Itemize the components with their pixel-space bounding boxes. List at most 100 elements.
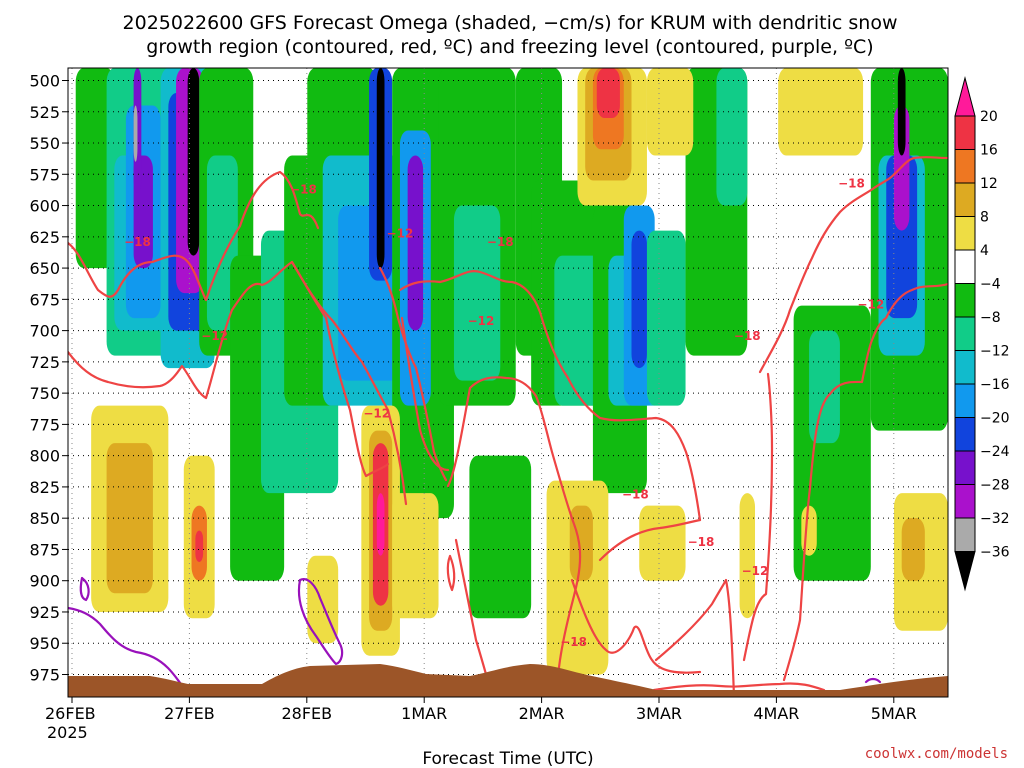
contour-label-3: −12 [363, 406, 390, 420]
contour-label-1: −12 [201, 329, 228, 343]
omega-cell-33 [631, 230, 647, 369]
omega-cell-0 [75, 68, 115, 269]
colorbar-label-4: 4 [980, 243, 989, 259]
dgz-contour-neg12-b [324, 316, 390, 478]
omega-cell-63 [639, 505, 686, 581]
contour-label-0: −18 [124, 235, 151, 249]
y-tick-label-900: 900 [29, 572, 60, 591]
y-tick-label-500: 500 [29, 72, 60, 91]
colorbar-segment-14 [954, 551, 976, 592]
x-axis-label: Forecast Time (UTC) [422, 749, 593, 768]
colorbar-segment-10 [954, 417, 976, 452]
omega-cell-23 [407, 155, 424, 331]
plot-frame [67, 67, 949, 698]
freezing-level-contour-a [68, 606, 188, 692]
y-tick-label-750: 750 [29, 384, 60, 403]
colorbar-label-7: −12 [980, 344, 1010, 360]
omega-cell-62 [569, 505, 593, 581]
omega-shading [75, 68, 948, 675]
contour-label-4: −12 [387, 226, 414, 240]
omega-cell-25 [453, 205, 501, 381]
colorbar-segment-9 [954, 383, 976, 418]
omega-cell-64 [739, 493, 756, 619]
x-tick-label-3MAR: 3MAR [636, 704, 682, 723]
dgz-contour-neg12-g [742, 372, 774, 662]
x-tick-label-26FEB: 26FEB [45, 704, 96, 723]
colorbar-label-8: −16 [980, 377, 1010, 393]
dgz-contour-neg18-g [782, 282, 948, 682]
x-tick-label-4MAR: 4MAR [753, 704, 799, 723]
dgz-contour-neg18-d [570, 578, 702, 674]
y-tick-label-600: 600 [29, 197, 60, 216]
colorbar-label-12: −32 [980, 511, 1010, 527]
colorbar-segment-7 [954, 316, 976, 351]
contour-label-11: −12 [742, 564, 769, 578]
contour-label-9: −18 [688, 535, 715, 549]
y-tick-label-525: 525 [29, 103, 60, 122]
x-tick-label-2MAR: 2MAR [519, 704, 565, 723]
dgz-contour-neg18-j [446, 554, 456, 592]
y-tick-label-875: 875 [29, 540, 60, 559]
omega-cell-60 [392, 493, 439, 619]
colorbar-label-2: 12 [980, 176, 998, 192]
y-tick-label-675: 675 [29, 290, 60, 309]
dgz-contour-neg18-h [758, 156, 948, 374]
colorbar-segment-8 [954, 350, 976, 385]
chart-title-line1: 2025022600 GFS Forecast Omega (shaded, −… [123, 12, 898, 34]
contour-label-5: −12 [468, 314, 495, 328]
dgz-contour-neg12-a [68, 260, 328, 400]
colorbar: 20 16 12 8 4 −4 −8 −12 −16 −20 −24 −28 −32 −36 [954, 76, 1010, 592]
temperature-contours [68, 156, 948, 697]
colorbar-segment-12 [954, 484, 976, 519]
y-tick-label-775: 775 [29, 415, 60, 434]
dgz-contour-neg12-e [400, 316, 450, 472]
omega-cell-34 [646, 230, 686, 406]
y-tick-label-950: 950 [29, 634, 60, 653]
colorbar-segment-2 [954, 149, 976, 184]
y-tick-label-625: 625 [29, 228, 60, 247]
dgz-contour-neg18-e [598, 518, 702, 562]
contour-label-12: −18 [838, 176, 865, 190]
omega-cell-47 [596, 68, 620, 119]
omega-cell-43 [897, 68, 906, 156]
colorbar-segment-13 [954, 517, 976, 552]
y-tick-label-825: 825 [29, 478, 60, 497]
freezing-level-contour-c [297, 578, 344, 666]
contour-label-7: −18 [622, 488, 649, 502]
omega-cell-59 [376, 493, 385, 556]
dgz-contour-neg18-c [446, 376, 582, 697]
chart-title-line2: growth region (contoured, red, ºC) and f… [146, 36, 873, 58]
omega-cell-10 [187, 68, 200, 256]
dgz-contour-neg18-a [68, 170, 320, 302]
dgz-contour-neg12-c [378, 266, 448, 482]
colorbar-label-6: −8 [980, 310, 1001, 326]
omega-cell-36 [716, 68, 748, 206]
contour-label-10: −18 [734, 329, 761, 343]
dgz-contour-neg18-i [652, 682, 826, 692]
colorbar-segment-4 [954, 216, 976, 251]
contour-label-13: −12 [857, 298, 884, 312]
freezing-level-contour-d [864, 677, 882, 684]
y-tick-label-725: 725 [29, 353, 60, 372]
colorbar-segment-3 [954, 182, 976, 217]
credit-text: coolwx.com/models [865, 746, 1008, 762]
colorbar-label-9: −20 [980, 411, 1010, 427]
contour-label-6: −18 [487, 235, 514, 249]
x-tick-label-1MAR: 1MAR [401, 704, 447, 723]
colorbar-label-10: −24 [980, 444, 1010, 460]
colorbar-label-0: 20 [980, 109, 998, 125]
colorbar-segment-0 [954, 76, 976, 117]
y-tick-label-850: 850 [29, 509, 60, 528]
y-axis-ticks: 500 525 550 575 600 625 650 675 700 725 750 775 800 8… [29, 72, 68, 684]
y-tick-label-975: 975 [29, 665, 60, 684]
omega-cell-49 [778, 68, 864, 156]
dgz-contour-neg18-b [290, 260, 408, 506]
colorbar-label-5: −4 [980, 277, 1001, 293]
dgz-contour-neg18-f [654, 578, 736, 697]
y-tick-label-575: 575 [29, 165, 60, 184]
x-tick-label-28FEB: 28FEB [281, 704, 332, 723]
contour-label-8: −18 [560, 635, 587, 649]
x-axis-year-label: 2025 [47, 723, 88, 742]
gridlines [68, 68, 948, 697]
freezing-level-contour-b [79, 576, 90, 602]
